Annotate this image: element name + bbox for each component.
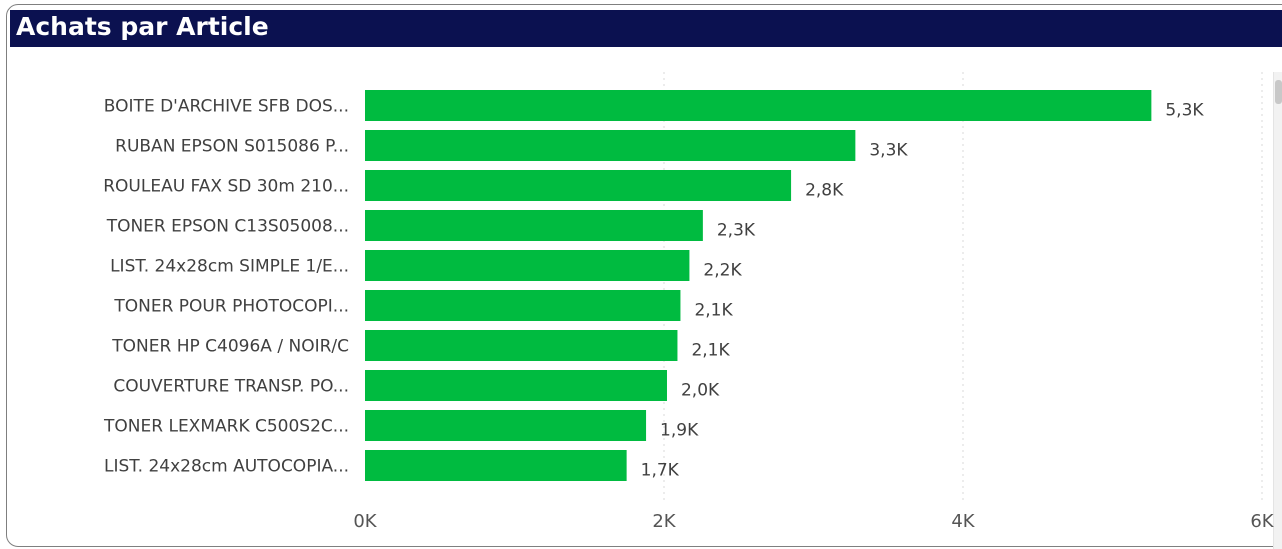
data-label: 5,3K <box>1165 101 1204 121</box>
category-label: BOITE D'ARCHIVE SFB DOS... <box>104 97 349 117</box>
data-label: 1,9K <box>660 421 699 441</box>
category-label: LIST. 24x28cm AUTOCOPIA... <box>104 457 349 477</box>
vertical-scrollbar[interactable] <box>1273 72 1282 549</box>
bar[interactable] <box>365 170 792 201</box>
bar[interactable] <box>365 450 627 481</box>
bars <box>365 90 1152 481</box>
category-label: COUVERTURE TRANSP. PO... <box>113 377 349 397</box>
category-label: TONER LEXMARK C500S2C... <box>103 417 349 437</box>
data-label: 2,0K <box>681 381 720 401</box>
bar[interactable] <box>365 90 1152 121</box>
data-label: 2,1K <box>694 301 733 321</box>
category-label: TONER EPSON C13S05008... <box>106 217 349 237</box>
data-label: 3,3K <box>869 141 908 161</box>
bar[interactable] <box>365 250 690 281</box>
bar[interactable] <box>365 370 667 401</box>
bar[interactable] <box>365 330 678 361</box>
category-label: ROULEAU FAX SD 30m 210... <box>103 177 349 197</box>
category-label: LIST. 24x28cm SIMPLE 1/E... <box>110 257 349 277</box>
labels: 0K 2K 4K 6K BOITE D'ARCHIVE SFB DOS... 5,3K RU… <box>103 97 1275 533</box>
title-bar <box>10 10 1282 47</box>
chart-title: Achats par Article <box>16 12 269 41</box>
category-label: RUBAN EPSON S015086 P... <box>115 137 349 157</box>
data-label: 1,7K <box>641 461 680 481</box>
bar[interactable] <box>365 290 681 321</box>
data-label: 2,8K <box>805 181 844 201</box>
category-label: TONER HP C4096A / NOIR/C <box>111 337 349 357</box>
x-tick-label: 2K <box>652 511 676 532</box>
bar[interactable] <box>365 410 647 441</box>
x-tick-label: 6K <box>1250 511 1274 532</box>
x-tick-label: 4K <box>951 511 975 532</box>
bar[interactable] <box>365 130 856 161</box>
x-tick-label: 0K <box>353 511 377 532</box>
scrollbar-thumb[interactable] <box>1275 80 1282 104</box>
data-label: 2,2K <box>703 261 742 281</box>
bar[interactable] <box>365 210 703 241</box>
data-label: 2,3K <box>717 221 756 241</box>
data-label: 2,1K <box>691 341 730 361</box>
category-label: TONER POUR PHOTOCOPI... <box>113 297 349 317</box>
